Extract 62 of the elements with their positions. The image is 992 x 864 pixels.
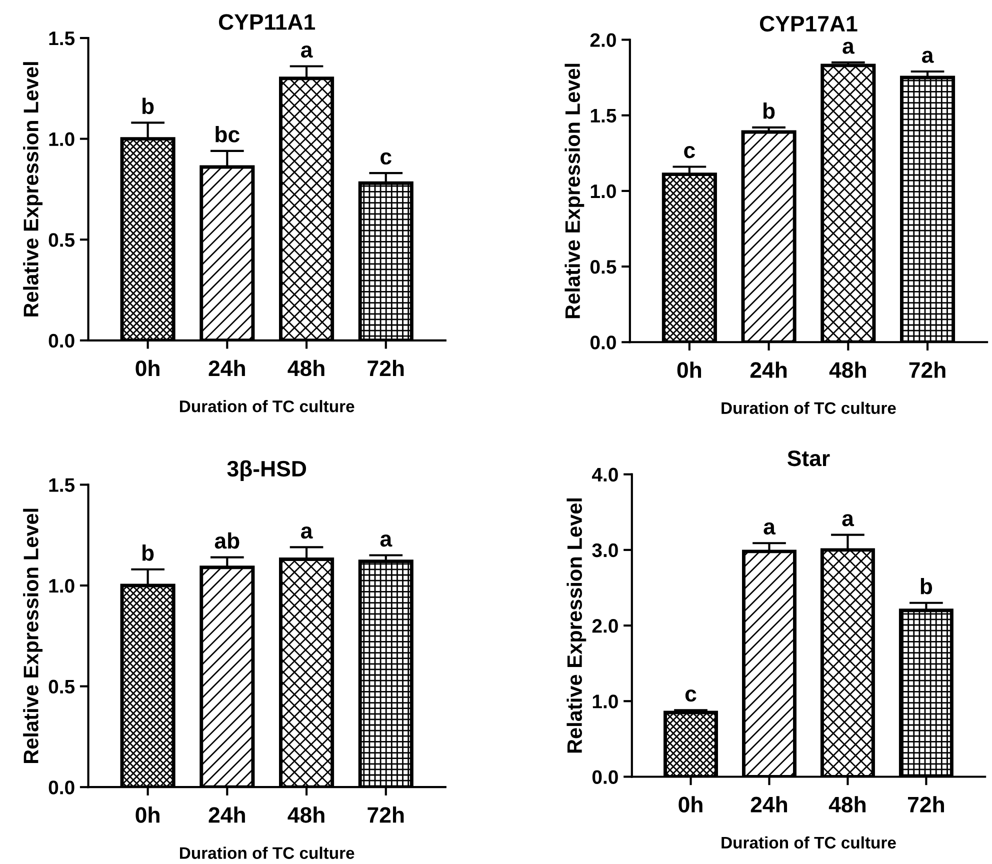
x-tick-label: 24h [208,360,245,376]
y-tick-label: 1.5 [49,478,75,492]
x-tick-label: 72h [908,796,944,812]
y-tick-label: 0.0 [48,780,74,794]
annotation: a [842,42,854,54]
x-tick-label: 0h [136,360,160,376]
y-axis-title: Relative Expression Level [566,498,586,753]
x-tick-label: 72h [909,362,946,378]
annotation: ab [214,532,240,549]
x-tick-label: 48h [828,796,866,813]
annotation: a [764,522,776,535]
x-tick-label: 72h [368,806,404,823]
x-axis-title: Duration of TC culture [722,402,896,414]
annotation: b [763,102,775,119]
x-tick-label: 0h [677,362,702,378]
y-tick-label: 1.5 [49,32,75,46]
y-tick-label: 1.0 [49,578,74,593]
x-tick-label: 48h [829,362,866,378]
annotation: a [842,514,854,526]
annotation: a [301,46,313,58]
y-tick-label: 0.5 [48,233,75,247]
y-axis-title: Relative Expression Level [23,62,43,316]
y-axis-title: Relative Expression Level [23,508,43,764]
y-tick-label: 2.0 [590,33,616,47]
x-axis-title: Duration of TC culture [722,836,896,849]
annotation: a [380,534,392,547]
y-tick-label: 0.0 [592,770,618,784]
y-tick-label: 1.0 [592,694,618,708]
x-tick-label: 24h [750,796,788,812]
y-tick-label: 0.5 [590,260,616,274]
annotation: c [380,152,392,165]
y-axis-title: Relative Expression Level [564,64,584,318]
y-tick-label: 3.0 [592,543,618,558]
chart-title: 3β-HSD [227,460,306,481]
y-tick-label: 0.0 [48,334,74,348]
annotation: bc [216,126,240,142]
annotation: c [685,689,696,702]
chart-title: Star [788,450,830,466]
x-tick-label: 0h [678,796,702,813]
y-tick-label: 1.0 [49,132,74,146]
y-tick-label: 0.0 [590,336,616,350]
x-tick-label: 48h [288,360,324,376]
y-tick-label: 2.0 [592,619,618,633]
y-tick-label: 1.0 [590,184,616,198]
annotation: b [142,544,154,561]
y-tick-label: 4.0 [592,468,618,482]
x-tick-label: 24h [208,806,245,823]
chart-title: CYP17A1 [760,16,858,32]
chart-title: CYP11A1 [218,14,316,30]
annotation: a [301,526,313,539]
x-tick-label: 48h [288,806,324,823]
annotation: c [684,146,695,158]
annotation: a [922,50,934,63]
x-tick-label: 24h [750,362,787,378]
annotation: b [920,578,932,594]
y-tick-label: 0.5 [48,680,75,694]
x-tick-label: 72h [368,360,404,376]
x-tick-label: 0h [136,806,160,823]
annotation: b [142,98,154,114]
x-axis-title: Duration of TC culture [180,846,354,859]
y-tick-label: 1.5 [590,109,616,123]
x-axis-title: Duration of TC culture [180,400,354,412]
